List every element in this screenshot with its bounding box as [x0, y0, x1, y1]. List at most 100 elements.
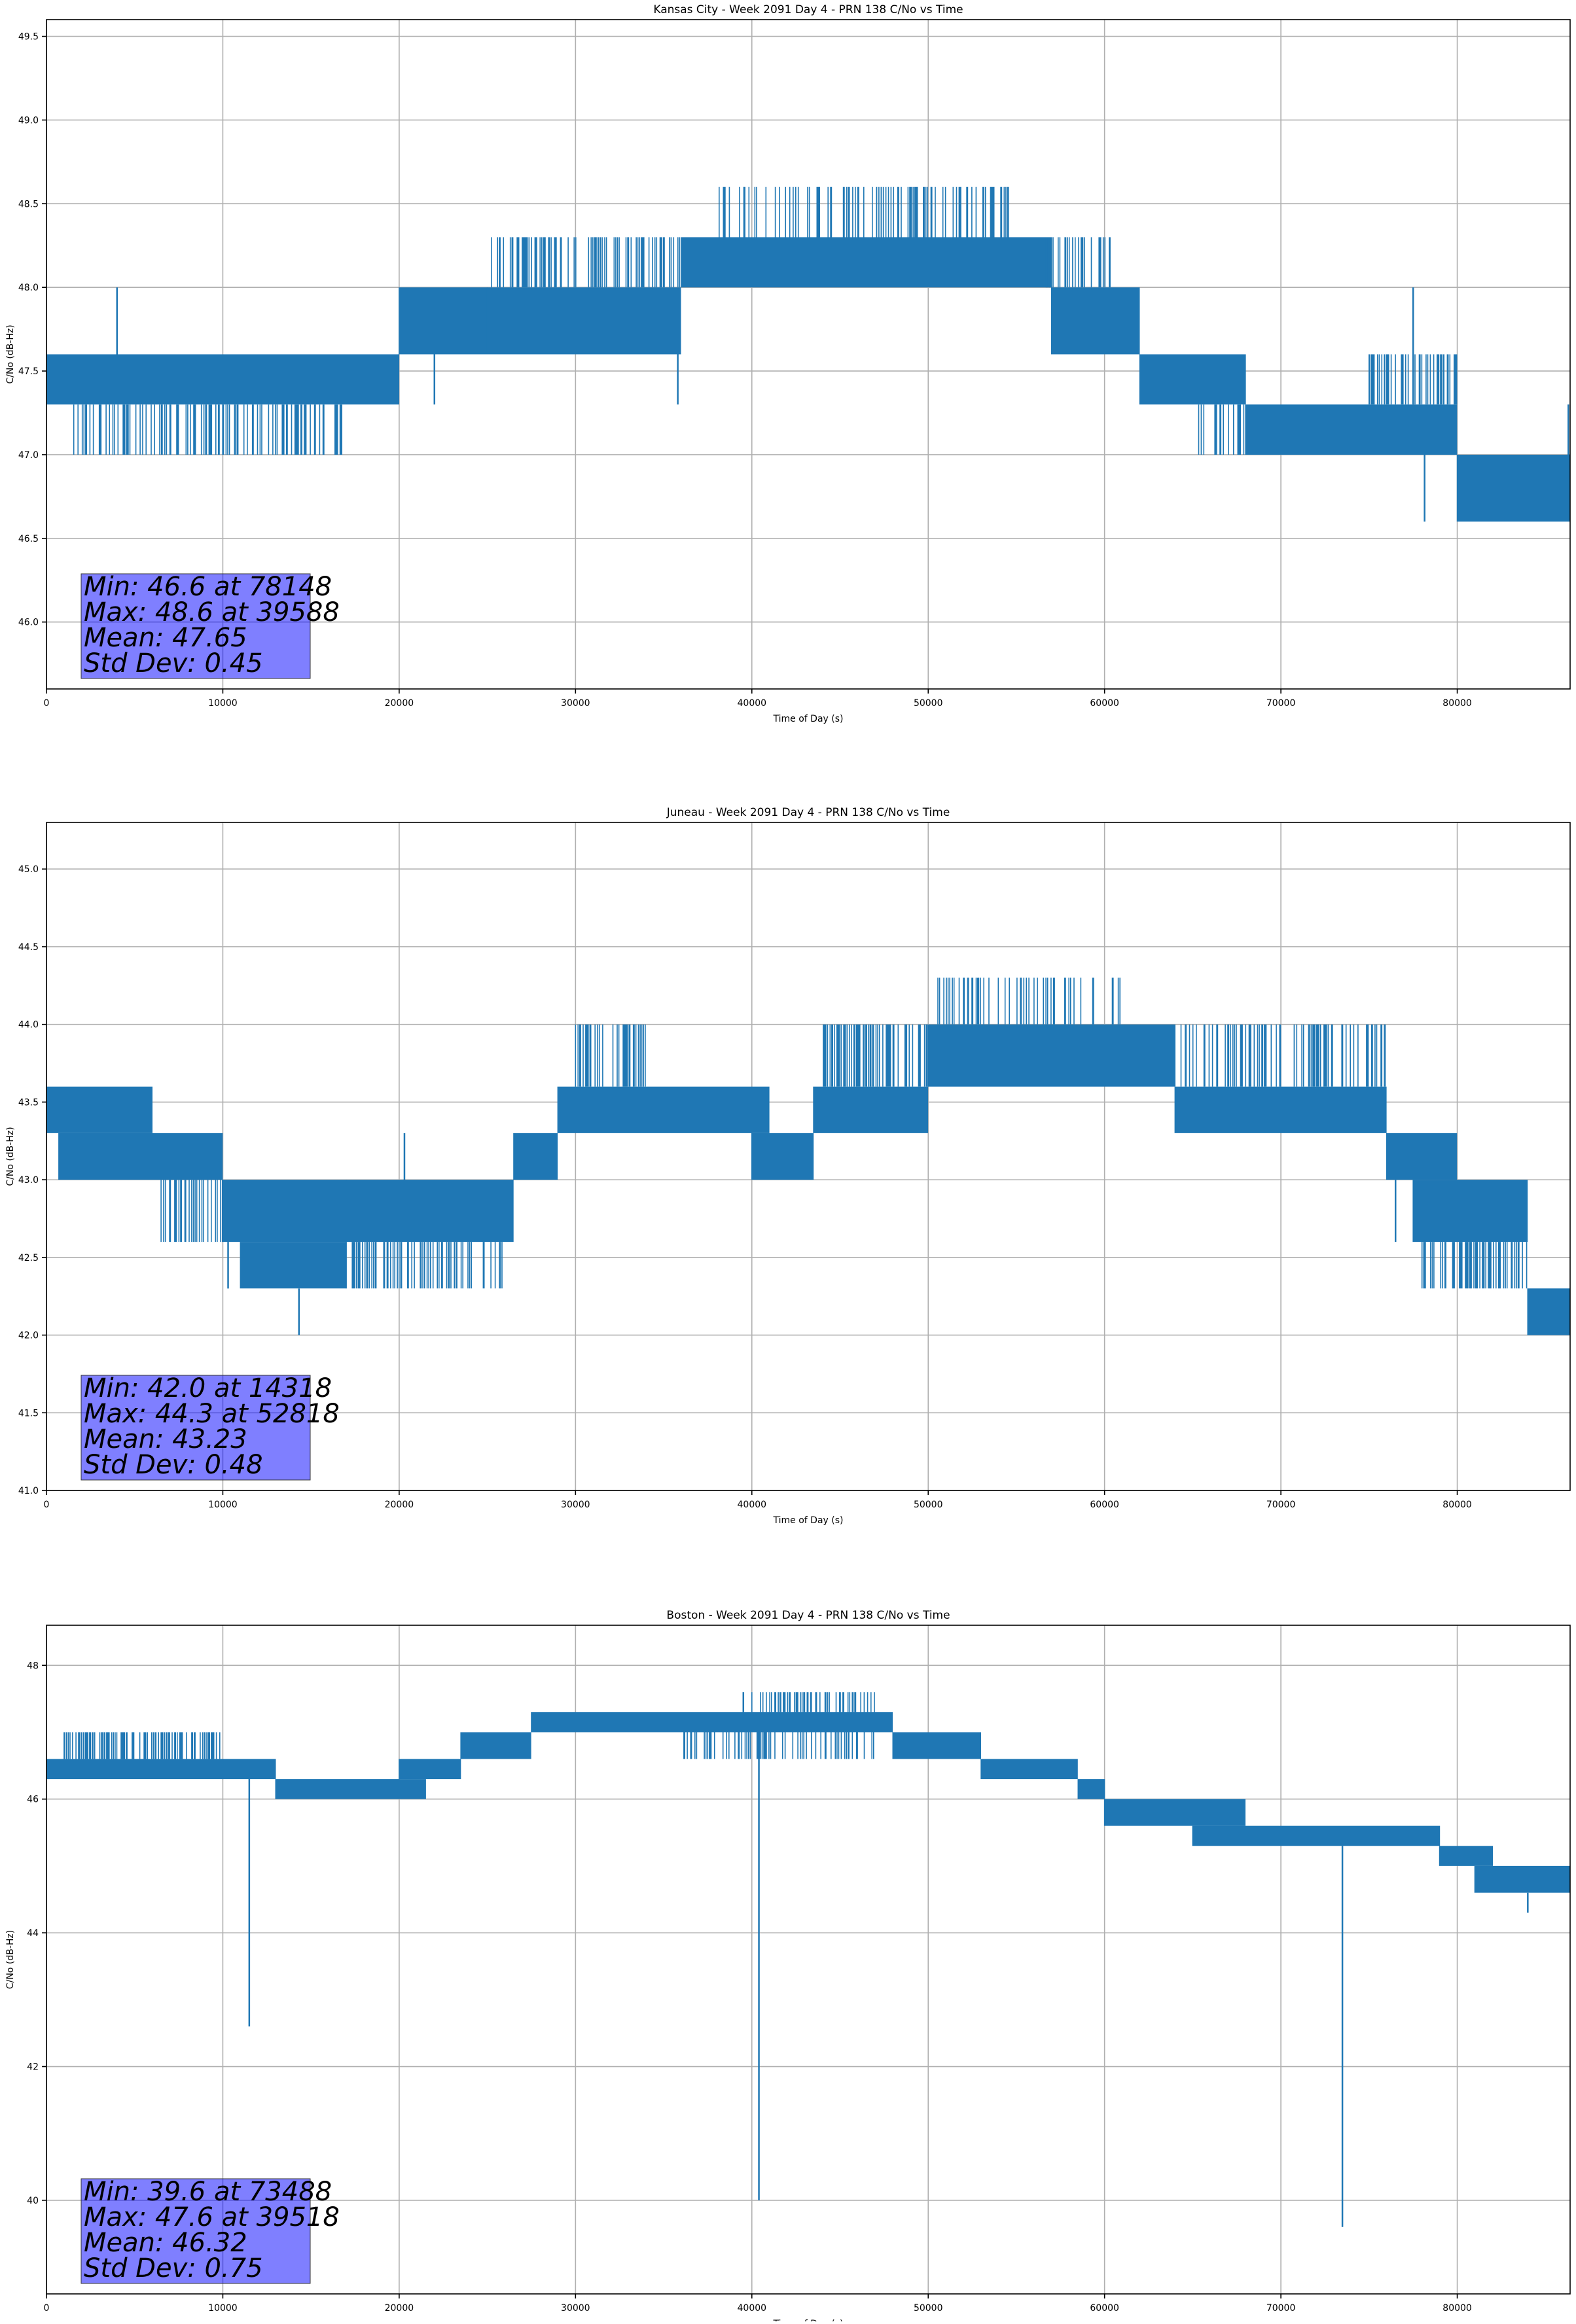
stats-line: Mean: 46.32 [84, 2228, 247, 2258]
x-tick-label: 10000 [208, 1500, 238, 1510]
x-tick-label: 40000 [738, 698, 767, 709]
x-tick-label: 20000 [385, 2303, 414, 2314]
signal-band [980, 1759, 1078, 1780]
signal-band [63, 1732, 221, 1759]
stats-line: Mean: 43.23 [84, 1424, 247, 1454]
x-axis-label: Time of Day (s) [773, 2319, 844, 2321]
signal-band [1192, 1825, 1441, 1846]
chart-panel-0: 0 10000 20000 30000 40000 50000 60000 70000 8000… [5, 3, 1571, 724]
chart-panel-1: 0 10000 20000 30000 40000 50000 60000 70000 8000… [5, 806, 1571, 1526]
x-tick-label: 70000 [1266, 2303, 1296, 2314]
y-tick-label: 42 [27, 2062, 39, 2073]
x-tick-label: 10000 [208, 2303, 238, 2314]
signal-band [1412, 1180, 1528, 1242]
signal-band [937, 977, 1120, 1025]
chart-title: Kansas City - Week 2091 Day 4 - PRN 138 … [653, 3, 963, 16]
signal-band [1386, 1133, 1458, 1180]
y-tick-label: 46.0 [18, 618, 39, 628]
series-line [46, 977, 1570, 1335]
y-axis-label: C/No (dB-Hz) [5, 1127, 16, 1186]
stats-line: Min: 42.0 at 14318 [84, 1373, 332, 1403]
x-tick-label: 60000 [1090, 1500, 1119, 1510]
x-tick-label: 60000 [1090, 698, 1119, 709]
y-tick-label: 42.5 [18, 1253, 39, 1263]
signal-band [1198, 404, 1245, 455]
series-line [46, 186, 1570, 522]
stats-box-background [81, 2178, 311, 2284]
signal-band [751, 1692, 875, 1712]
stats-line: Std Dev: 0.48 [84, 1450, 263, 1480]
x-tick-label: 30000 [561, 1500, 590, 1510]
x-tick-label: 70000 [1266, 1500, 1296, 1510]
stats-line: Max: 44.3 at 52818 [84, 1399, 340, 1429]
signal-band [531, 1712, 893, 1733]
signal-band [1421, 1242, 1528, 1289]
x-tick-label: 30000 [561, 698, 590, 709]
signal-band [557, 1086, 770, 1133]
signal-band [58, 1133, 223, 1180]
chart-panel-2: 0 10000 20000 30000 40000 50000 60000 70000 8000… [5, 1609, 1571, 2324]
signal-band [399, 287, 488, 355]
stats-line: Mean: 47.65 [84, 623, 247, 653]
x-tick-label: 50000 [914, 698, 943, 709]
signal-band [46, 354, 399, 405]
y-tick-label: 48.5 [18, 199, 39, 209]
y-tick-label: 40 [27, 2196, 39, 2206]
y-tick-label: 46 [27, 1795, 39, 1805]
x-axis-label: Time of Day (s) [773, 1515, 844, 1526]
signal-band [513, 1133, 558, 1180]
x-tick-label: 80000 [1442, 2303, 1472, 2314]
chart-title: Juneau - Week 2091 Day 4 - PRN 138 C/No … [666, 806, 950, 819]
x-tick-label: 50000 [914, 1500, 943, 1510]
signal-band [1474, 1865, 1570, 1893]
signal-band [346, 1180, 514, 1242]
signal-band [399, 1759, 461, 1780]
series-line [46, 1692, 1570, 2227]
stats-box-background [81, 573, 311, 679]
signal-band [486, 287, 681, 355]
signal-band [222, 1180, 347, 1242]
signal-band [460, 1732, 531, 1759]
axes-frame [46, 19, 1571, 690]
y-tick-label: 49.5 [18, 32, 39, 43]
signal-band [491, 237, 681, 288]
signal-band [1527, 1288, 1570, 1335]
y-tick-label: 48 [27, 1661, 39, 1671]
y-tick-label: 43.5 [18, 1097, 39, 1108]
y-tick-label: 49.0 [18, 115, 39, 126]
signal-band [683, 1732, 874, 1759]
x-tick-label: 20000 [385, 698, 414, 709]
x-tick-label: 50000 [914, 2303, 943, 2314]
x-tick-label: 20000 [385, 1500, 414, 1510]
signal-band [751, 1133, 814, 1180]
x-tick-label: 10000 [208, 698, 238, 709]
x-tick-label: 70000 [1266, 698, 1296, 709]
signal-band [73, 404, 342, 455]
y-axis-label: C/No (dB-Hz) [5, 325, 16, 383]
x-tick-label: 40000 [738, 2303, 767, 2314]
signal-band [927, 1024, 1175, 1087]
y-tick-label: 46.5 [18, 534, 39, 544]
signal-band [1077, 1779, 1105, 1799]
y-tick-label: 44.5 [18, 942, 39, 953]
signal-band [1439, 1846, 1493, 1866]
y-tick-label: 48.0 [18, 283, 39, 293]
axes-frame [46, 1625, 1571, 2295]
y-tick-label: 43.0 [18, 1175, 39, 1186]
x-tick-label: 60000 [1090, 2303, 1119, 2314]
signal-band [823, 1024, 928, 1087]
x-tick-label: 30000 [561, 2303, 590, 2314]
signal-band [240, 1242, 347, 1289]
y-tick-label: 47.0 [18, 450, 39, 461]
x-tick-label: 0 [44, 2303, 50, 2314]
stats-line: Max: 47.6 at 39518 [84, 2202, 340, 2232]
stats-line: Std Dev: 0.75 [84, 2253, 263, 2283]
y-tick-label: 44 [27, 1928, 39, 1939]
stats-line: Max: 48.6 at 39588 [84, 597, 340, 627]
signal-band [892, 1732, 981, 1759]
